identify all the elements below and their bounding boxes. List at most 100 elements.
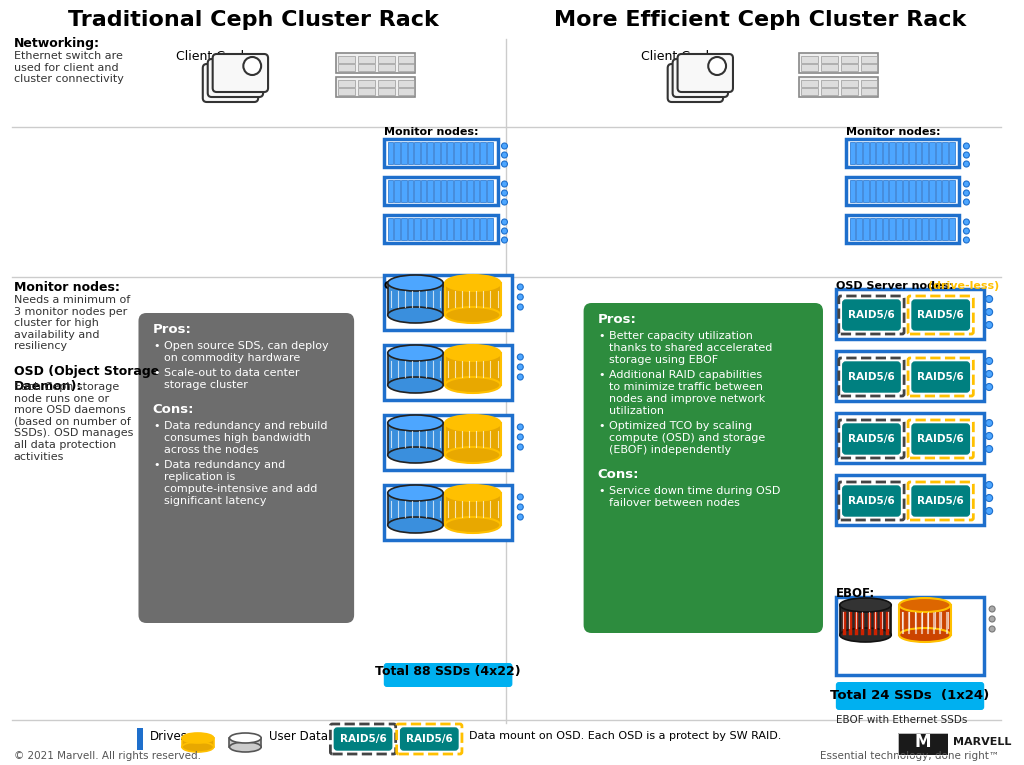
Bar [480, 218, 486, 240]
Bar [440, 218, 446, 240]
Circle shape [517, 434, 523, 440]
Ellipse shape [445, 307, 501, 323]
Bar [850, 218, 855, 240]
Text: Client Ceph: Client Ceph [176, 50, 249, 63]
Bar [856, 218, 862, 240]
Ellipse shape [229, 733, 261, 743]
FancyBboxPatch shape [843, 300, 900, 330]
Bar [860, 64, 878, 71]
Text: Total 88 SSDs (4x22): Total 88 SSDs (4x22) [375, 666, 521, 679]
Circle shape [502, 143, 508, 149]
Bar [447, 142, 453, 164]
FancyBboxPatch shape [673, 59, 728, 97]
Bar [942, 142, 948, 164]
Bar [445, 493, 501, 525]
Bar [936, 142, 941, 164]
Circle shape [517, 284, 523, 290]
Text: RAID5/6: RAID5/6 [918, 310, 964, 320]
Text: on commodity hardware: on commodity hardware [164, 353, 300, 363]
Bar [863, 142, 868, 164]
Circle shape [986, 419, 992, 427]
Bar [461, 218, 466, 240]
Bar [421, 218, 426, 240]
Bar [421, 142, 426, 164]
Ellipse shape [388, 307, 443, 323]
Bar [434, 218, 439, 240]
Text: OSD (Object Storage
Daemon):: OSD (Object Storage Daemon): [14, 365, 159, 393]
Bar [182, 738, 214, 747]
FancyBboxPatch shape [213, 54, 268, 92]
Text: Pros:: Pros: [153, 323, 191, 336]
Text: replication is: replication is [164, 472, 236, 482]
Text: Cons:: Cons: [153, 403, 194, 416]
Bar [384, 275, 512, 330]
Circle shape [502, 228, 508, 234]
Bar [388, 218, 393, 240]
Bar [397, 64, 415, 71]
Text: • Better capacity utilization: • Better capacity utilization [599, 331, 754, 341]
Circle shape [964, 161, 970, 167]
Bar [942, 218, 948, 240]
Circle shape [517, 494, 523, 500]
Text: Total 24 SSDs  (1x24): Total 24 SSDs (1x24) [830, 688, 989, 702]
Text: (EBOF) independently: (EBOF) independently [609, 445, 731, 455]
Bar [384, 345, 512, 400]
Circle shape [986, 308, 992, 315]
Text: MARVELL: MARVELL [952, 737, 1011, 747]
Bar [427, 218, 433, 240]
Text: RAID5/6: RAID5/6 [918, 434, 964, 444]
Bar [860, 80, 878, 87]
Bar [883, 142, 889, 164]
Bar [856, 142, 862, 164]
Text: RAID5/6: RAID5/6 [918, 372, 964, 382]
Bar [434, 180, 439, 202]
Bar [401, 218, 407, 240]
Text: Pros:: Pros: [597, 313, 636, 326]
Bar [384, 215, 498, 243]
Bar [863, 218, 868, 240]
Bar [467, 142, 473, 164]
Circle shape [986, 445, 992, 453]
Circle shape [517, 294, 523, 300]
Circle shape [502, 152, 508, 158]
Bar [942, 180, 948, 202]
Bar [923, 142, 928, 164]
Text: storage using EBOF: storage using EBOF [609, 355, 719, 365]
Bar [841, 64, 858, 71]
Bar [461, 142, 466, 164]
Bar [949, 142, 954, 164]
Bar [850, 180, 855, 202]
Bar [408, 142, 414, 164]
Bar [229, 738, 261, 747]
Circle shape [986, 507, 992, 515]
Bar [415, 180, 420, 202]
Bar [394, 180, 400, 202]
Circle shape [964, 190, 970, 196]
Bar [915, 142, 922, 164]
Bar [421, 180, 426, 202]
Bar [358, 56, 375, 63]
Bar [863, 180, 868, 202]
Circle shape [502, 190, 508, 196]
Text: Client Ceph: Client Ceph [641, 50, 714, 63]
Bar [801, 64, 818, 71]
Bar [447, 218, 453, 240]
Text: • Open source SDS, can deploy: • Open source SDS, can deploy [155, 341, 329, 351]
Bar [896, 142, 901, 164]
Text: Drives: Drives [151, 730, 188, 743]
Text: • Data redundancy and: • Data redundancy and [155, 460, 286, 470]
Bar [480, 180, 486, 202]
Text: thanks to shared accelerated: thanks to shared accelerated [609, 343, 773, 353]
Bar [358, 64, 375, 71]
Bar [384, 177, 498, 205]
Bar [445, 283, 501, 315]
Bar [388, 493, 443, 525]
Text: © 2021 Marvell. All rights reserved.: © 2021 Marvell. All rights reserved. [14, 751, 201, 761]
Bar [923, 218, 928, 240]
Bar [877, 142, 882, 164]
Text: EBOF:: EBOF: [836, 587, 876, 600]
Circle shape [986, 370, 992, 377]
Ellipse shape [840, 598, 891, 612]
Text: OSD Server nodes:: OSD Server nodes: [384, 281, 502, 291]
Text: Data mount on OSD. Each OSD is a protect by SW RAID.: Data mount on OSD. Each OSD is a protect… [469, 731, 781, 741]
